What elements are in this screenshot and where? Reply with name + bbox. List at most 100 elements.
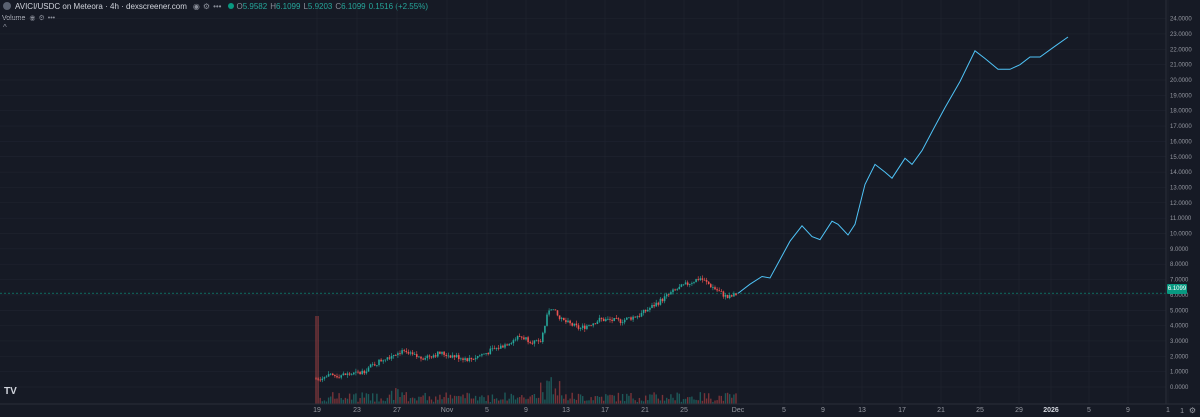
candle-body <box>607 318 609 320</box>
volume-bar <box>590 397 592 404</box>
volume-bar <box>409 398 412 404</box>
candle-body <box>733 293 735 297</box>
volume-bar <box>344 397 347 404</box>
candle-body <box>338 377 340 379</box>
price-tick-label: 10.0000 <box>1170 232 1192 238</box>
volume-bar <box>498 400 500 404</box>
candle-body <box>716 289 718 291</box>
price-tick-label: 21.0000 <box>1170 63 1192 69</box>
volume-bar <box>729 394 731 404</box>
price-axis[interactable]: 24.0000 23.0000 22.0000 21.0000 20.0000 19.00… <box>1170 17 1192 391</box>
volume-bar <box>351 399 353 404</box>
candle-body <box>348 373 351 375</box>
candle-body <box>705 280 708 282</box>
time-tick-label: 5 <box>782 407 786 414</box>
time-axis[interactable]: 19 23 27 Nov 5 9 13 17 21 25 Dec 5 9 13 17 21 25 29 2026 5 9… <box>313 407 1170 414</box>
volume-bar <box>569 398 571 404</box>
time-tick-label: 13 <box>858 407 866 414</box>
volume-bar <box>418 396 420 404</box>
volume-bar <box>657 398 659 404</box>
price-tick-label: 14.0000 <box>1170 170 1192 176</box>
candle-body <box>640 312 643 317</box>
volume-bar <box>357 401 359 404</box>
more-icon[interactable]: ••• <box>213 1 222 11</box>
candle-body <box>726 294 729 299</box>
time-tick-label: 25 <box>680 407 688 414</box>
settings-icon[interactable]: ⚙ <box>1188 406 1196 415</box>
candle-body <box>680 284 683 287</box>
volume-bar <box>382 400 384 404</box>
candle-body <box>592 323 594 326</box>
candle-body <box>542 332 544 342</box>
candle-body <box>327 374 330 377</box>
collapse-legend-button[interactable]: ^ <box>3 23 7 32</box>
volume-bar <box>640 400 643 404</box>
volume-bar <box>529 396 531 404</box>
candle-body <box>554 309 557 311</box>
time-tick-label: 9 <box>1126 407 1130 414</box>
time-tick-label: 17 <box>601 407 609 414</box>
volume-bar <box>726 392 729 404</box>
volume-bar <box>720 395 722 404</box>
volume-bar <box>565 394 567 404</box>
volume-bar <box>416 400 418 404</box>
candle-body <box>539 341 542 343</box>
candle-body <box>728 295 731 299</box>
candle-body <box>636 316 639 318</box>
candle-body <box>724 294 727 297</box>
candle-body <box>699 278 702 281</box>
volume-bar <box>592 400 594 404</box>
candle-body <box>556 310 559 316</box>
volume-bar <box>687 397 689 404</box>
candle-body <box>525 337 527 340</box>
low-value: 5.9203 <box>307 1 333 11</box>
corner-label[interactable]: 1 <box>1180 408 1184 415</box>
candle-body <box>378 359 380 366</box>
close-value: 6.1099 <box>341 1 366 11</box>
candle-body <box>632 316 634 320</box>
volume-bar <box>460 396 462 404</box>
volume-bar <box>546 380 548 404</box>
volume-bar <box>359 398 361 404</box>
volume-bar <box>533 394 536 404</box>
eye-icon[interactable]: ◉ <box>192 1 200 11</box>
symbol-title[interactable]: AVICI/USDC on Meteora · 4h · dexscreener… <box>15 1 187 11</box>
candle-body <box>422 358 424 360</box>
gear-icon[interactable]: ⚙ <box>202 1 211 11</box>
volume-bar <box>435 396 437 404</box>
candle-body <box>659 298 662 305</box>
volume-bar <box>504 392 506 404</box>
tradingview-logo[interactable]: TV <box>4 386 17 397</box>
candle-body <box>359 372 361 375</box>
candle-body <box>537 340 540 342</box>
candle-body <box>462 358 464 360</box>
price-tick-label: 19.0000 <box>1170 93 1192 99</box>
volume-bar <box>393 399 395 404</box>
volume-bar <box>588 400 590 404</box>
projection-line <box>737 36 1069 294</box>
volume-bar <box>680 401 683 404</box>
candle-body <box>380 359 382 362</box>
candle-body <box>621 322 624 324</box>
more-icon[interactable]: ••• <box>47 14 56 22</box>
time-tick-label: 27 <box>393 407 401 414</box>
volume-bar <box>346 398 349 404</box>
candle-body <box>388 357 391 359</box>
volume-bar <box>617 392 620 404</box>
volume-bar <box>571 392 573 404</box>
price-tick-label: 3.0000 <box>1170 339 1189 345</box>
volume-bar <box>733 394 735 404</box>
token-avatar <box>3 2 11 10</box>
candle-body <box>502 345 504 348</box>
volume-bar <box>453 395 456 404</box>
volume-bar <box>466 392 468 404</box>
volume-bar <box>705 398 708 404</box>
candle-body <box>382 360 384 362</box>
candle-body <box>529 342 531 343</box>
candle-body <box>340 375 342 378</box>
high-key: H <box>270 1 276 11</box>
volume-label[interactable]: Volume <box>2 14 26 22</box>
candle-body <box>363 370 366 374</box>
volume-bar <box>367 394 370 404</box>
